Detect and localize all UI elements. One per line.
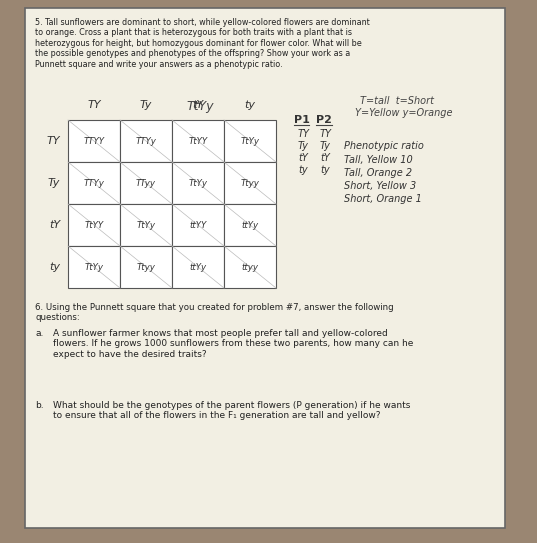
Text: TY: TY [320, 129, 332, 139]
Text: Phenotypic ratio: Phenotypic ratio [344, 141, 424, 151]
Bar [172, 162, 224, 204]
Text: TY: TY [298, 129, 310, 139]
Bar [224, 246, 276, 288]
Text: b.: b. [35, 401, 43, 410]
Text: P2: P2 [316, 115, 332, 125]
Text: tY: tY [192, 100, 204, 110]
Text: TtYy: TtYy [84, 262, 104, 272]
Text: TTYy: TTYy [84, 179, 104, 187]
Text: 6. Using the Punnett square that you created for problem #7, answer the followin: 6. Using the Punnett square that you cre… [35, 303, 394, 323]
Text: ttYY: ttYY [190, 220, 207, 230]
Bar [224, 120, 276, 162]
Text: ttyy: ttyy [242, 262, 258, 272]
Text: ty: ty [244, 100, 256, 110]
Text: Ty: Ty [140, 100, 152, 110]
Text: tY: tY [298, 153, 308, 163]
Text: Short, Yellow 3: Short, Yellow 3 [344, 181, 416, 191]
Text: TtYY: TtYY [84, 220, 104, 230]
Bar [68, 204, 120, 246]
Bar [120, 120, 172, 162]
Text: What should be the genotypes of the parent flowers (P generation) if he wants
to: What should be the genotypes of the pare… [53, 401, 410, 420]
Bar [224, 162, 276, 204]
Text: ty: ty [49, 262, 60, 272]
Text: TtYy: TtYy [186, 100, 214, 113]
Text: TTYy: TTYy [135, 136, 156, 146]
Text: Ttyy: Ttyy [241, 179, 259, 187]
Bar [172, 204, 224, 246]
Text: tY: tY [49, 220, 60, 230]
Text: TtYY: TtYY [188, 136, 208, 146]
Text: ttYy: ttYy [190, 262, 207, 272]
Text: Ty: Ty [298, 141, 309, 151]
Text: ty: ty [320, 165, 330, 175]
Text: TTyy: TTyy [136, 179, 156, 187]
Bar [68, 246, 120, 288]
Bar [120, 204, 172, 246]
Text: Tall, Orange 2: Tall, Orange 2 [344, 168, 412, 178]
Text: 5. Tall sunflowers are dominant to short, while yellow-colored flowers are domin: 5. Tall sunflowers are dominant to short… [35, 18, 370, 68]
Text: P1: P1 [294, 115, 310, 125]
Text: TtYy: TtYy [136, 220, 156, 230]
Bar [68, 120, 120, 162]
Bar [68, 162, 120, 204]
Bar [172, 120, 224, 162]
Bar [224, 204, 276, 246]
Text: TTYY: TTYY [83, 136, 105, 146]
Text: tY: tY [320, 153, 330, 163]
Text: A sunflower farmer knows that most people prefer tall and yellow-colored
flowers: A sunflower farmer knows that most peopl… [53, 329, 413, 359]
Text: Ty: Ty [320, 141, 331, 151]
Text: Tall, Yellow 10: Tall, Yellow 10 [344, 155, 413, 165]
Text: TY: TY [87, 100, 101, 110]
Text: Y=Yellow y=Orange: Y=Yellow y=Orange [355, 108, 453, 118]
Text: Ttyy: Ttyy [136, 262, 155, 272]
Text: TY: TY [47, 136, 60, 146]
Text: Ty: Ty [48, 178, 60, 188]
Bar [120, 162, 172, 204]
Bar [120, 246, 172, 288]
Text: a.: a. [35, 329, 43, 338]
Text: Short, Orange 1: Short, Orange 1 [344, 194, 422, 204]
Text: T=tall  t=Short: T=tall t=Short [360, 96, 434, 106]
Text: TtYy: TtYy [241, 136, 259, 146]
Text: TtYy: TtYy [188, 179, 207, 187]
Bar [172, 246, 224, 288]
Text: ttYy: ttYy [242, 220, 258, 230]
Text: ty: ty [298, 165, 308, 175]
Bar [25, 8, 505, 528]
